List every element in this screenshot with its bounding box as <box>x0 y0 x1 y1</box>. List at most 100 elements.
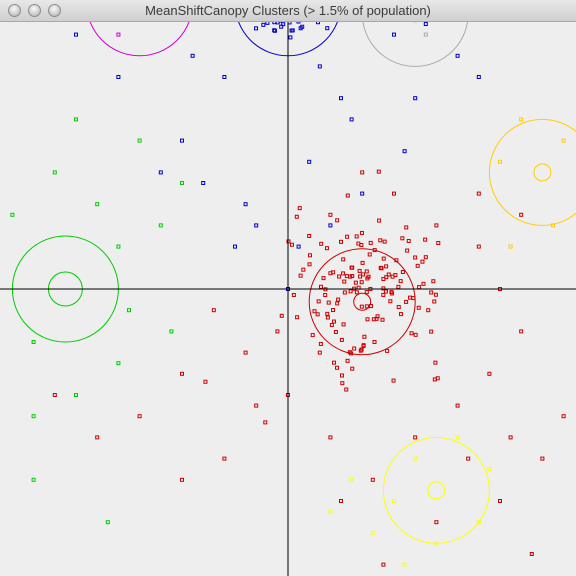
data-point <box>308 263 311 266</box>
data-point <box>382 257 385 260</box>
data-point <box>75 118 78 121</box>
data-point <box>354 281 357 284</box>
data-point <box>383 240 386 243</box>
data-point <box>339 240 342 243</box>
data-point <box>159 224 162 227</box>
data-point <box>509 245 512 248</box>
data-point <box>433 300 436 303</box>
data-point <box>329 436 332 439</box>
data-point <box>96 436 99 439</box>
data-point <box>509 436 512 439</box>
data-point <box>276 330 279 333</box>
data-point <box>361 171 364 174</box>
data-point <box>138 415 141 418</box>
data-point <box>309 254 312 257</box>
data-point <box>424 23 427 26</box>
data-point <box>488 468 491 471</box>
data-point <box>262 23 265 26</box>
data-point <box>363 335 366 338</box>
data-point <box>234 245 237 248</box>
data-point <box>391 275 394 278</box>
data-point <box>264 421 267 424</box>
data-point <box>327 301 330 304</box>
data-point <box>355 291 358 294</box>
data-point <box>342 272 345 275</box>
data-point <box>366 318 369 321</box>
data-point <box>318 351 321 354</box>
data-point <box>393 192 396 195</box>
data-point <box>326 312 329 315</box>
data-point <box>332 361 335 364</box>
data-point <box>358 269 361 272</box>
data-point <box>350 266 353 269</box>
data-point <box>488 372 491 375</box>
data-point <box>414 97 417 100</box>
data-point <box>520 213 523 216</box>
data-point <box>393 33 396 36</box>
data-point <box>330 323 333 326</box>
data-point <box>432 280 435 283</box>
data-point <box>414 333 417 336</box>
data-point <box>377 170 380 173</box>
data-point <box>360 231 363 234</box>
title-bar[interactable]: MeanShiftCanopy Clusters (> 1.5% of popu… <box>0 0 576 22</box>
data-point <box>319 285 322 288</box>
cluster-inner-ring <box>534 164 551 181</box>
data-point <box>191 54 194 57</box>
data-point <box>117 76 120 79</box>
data-point <box>244 351 247 354</box>
data-point <box>360 305 363 308</box>
data-point <box>353 347 356 350</box>
cluster-outer-ring <box>362 22 468 66</box>
data-point <box>316 22 319 24</box>
plot-canvas <box>0 22 576 576</box>
data-point <box>297 245 300 248</box>
data-point <box>325 247 328 250</box>
data-point <box>562 139 565 142</box>
data-point <box>361 261 364 264</box>
data-point <box>340 97 343 100</box>
data-point <box>296 316 299 319</box>
data-point <box>350 478 353 481</box>
data-point <box>329 272 332 275</box>
data-point <box>427 309 430 312</box>
data-point <box>273 22 276 24</box>
data-point <box>317 300 320 303</box>
data-point <box>361 192 364 195</box>
data-point <box>417 306 420 309</box>
data-point <box>412 297 415 300</box>
data-point <box>389 300 392 303</box>
data-point <box>298 207 301 210</box>
data-point <box>280 314 283 317</box>
data-point <box>385 265 388 268</box>
data-point <box>32 415 35 418</box>
data-point <box>11 213 14 216</box>
data-point <box>355 235 358 238</box>
data-point <box>204 380 207 383</box>
data-point <box>308 235 311 238</box>
data-point <box>416 264 419 267</box>
data-point <box>435 224 438 227</box>
data-point <box>424 238 427 241</box>
data-point <box>320 242 323 245</box>
data-point <box>406 249 409 252</box>
data-point <box>456 54 459 57</box>
data-point <box>255 404 258 407</box>
data-point <box>371 478 374 481</box>
data-point <box>369 241 372 244</box>
data-point <box>280 25 283 28</box>
data-point <box>399 280 402 283</box>
data-point <box>477 192 480 195</box>
data-point <box>379 239 382 242</box>
data-point <box>520 118 523 121</box>
data-point <box>159 171 162 174</box>
data-point <box>334 331 337 334</box>
data-point <box>382 563 385 566</box>
data-point <box>378 219 381 222</box>
data-point <box>324 294 327 297</box>
data-point <box>297 22 300 23</box>
data-point <box>329 213 332 216</box>
data-point <box>96 203 99 206</box>
data-point <box>400 313 403 316</box>
data-point <box>360 281 363 284</box>
